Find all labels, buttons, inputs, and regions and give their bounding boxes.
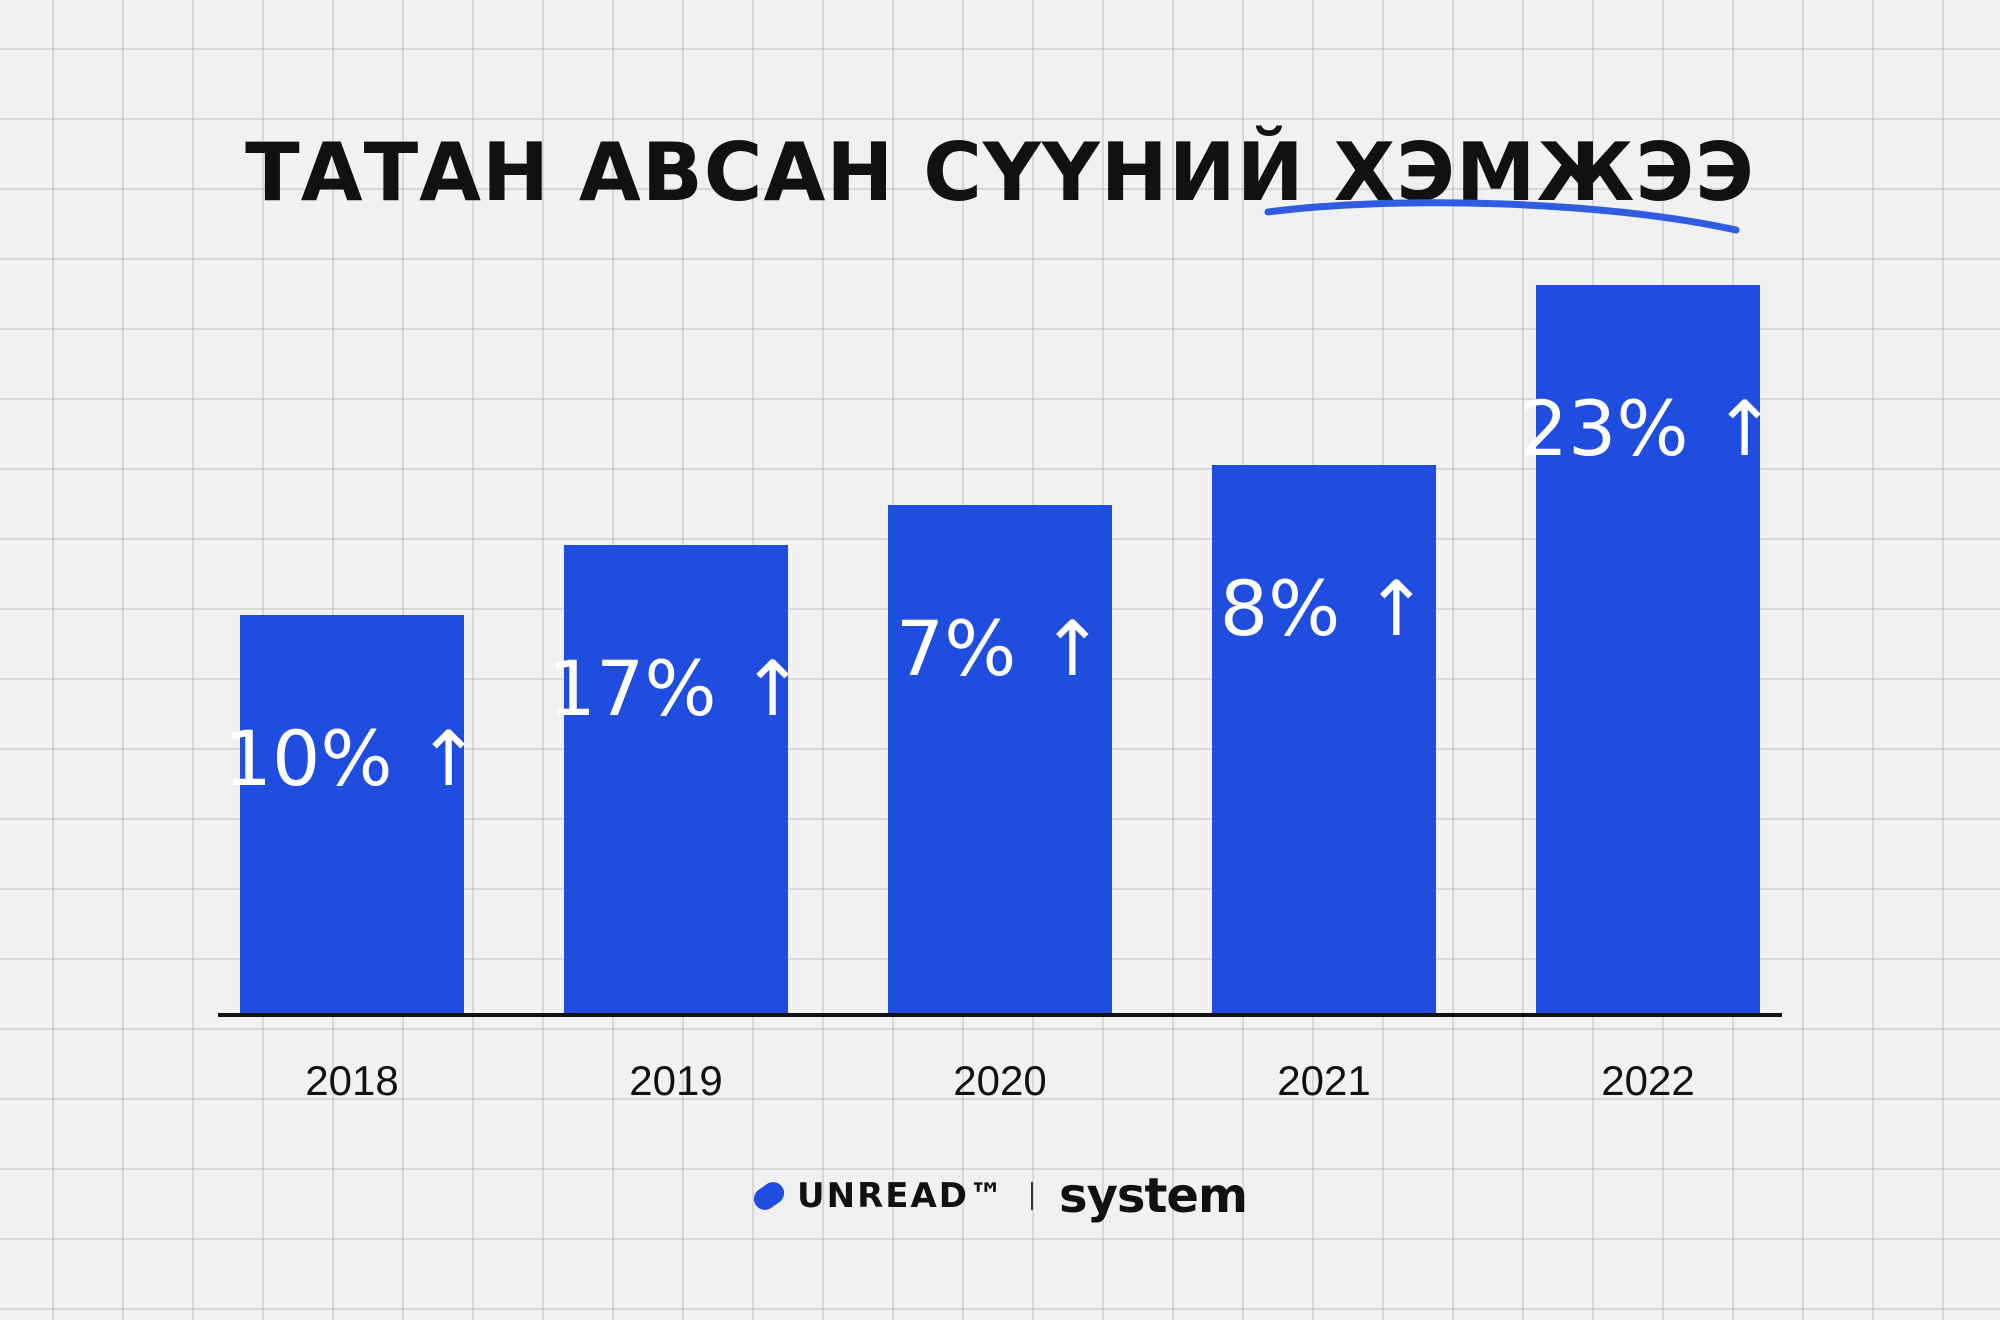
footer: UNREAD™ system	[0, 1168, 2000, 1224]
system-brand-text: system	[1059, 1168, 1248, 1224]
chart-title: ТАТАН АВСАН СҮҮНИЙ ХЭМЖЭЭ	[245, 125, 1755, 219]
bar-2018	[240, 615, 464, 1015]
unread-logo: UNREAD™	[749, 1176, 1006, 1216]
pill-icon	[749, 1177, 789, 1215]
bar-label-2022: 23% ↑	[1520, 384, 1777, 473]
unread-brand-text: UNREAD™	[797, 1176, 1006, 1216]
x-tick-label-2022: 2022	[1601, 1057, 1694, 1104]
bar-label-2019: 17% ↑	[548, 644, 805, 733]
bar-2020	[888, 505, 1112, 1015]
title-underline	[1264, 199, 1740, 234]
chart-title-main: ТАТАН АВСАН СҮҮНИЙ	[245, 125, 1305, 219]
bar-2021	[1212, 465, 1436, 1015]
x-axis-ticks: 2018 2019 2020 2021 2022	[305, 1057, 1694, 1104]
bar-label-2018: 10% ↑	[224, 714, 481, 803]
bar-2022	[1536, 285, 1760, 1015]
x-tick-label-2020: 2020	[953, 1057, 1046, 1104]
x-tick-label-2019: 2019	[629, 1057, 722, 1104]
bar-2019	[564, 545, 788, 1015]
brand-divider	[1031, 1182, 1034, 1210]
bar-label-2021: 8% ↑	[1220, 564, 1428, 653]
bars-group: 10% ↑ 17% ↑ 7% ↑ 8% ↑ 23% ↑	[224, 285, 1777, 1015]
x-tick-label-2018: 2018	[305, 1057, 398, 1104]
x-tick-label-2021: 2021	[1277, 1057, 1370, 1104]
bar-label-2020: 7% ↑	[896, 604, 1104, 693]
